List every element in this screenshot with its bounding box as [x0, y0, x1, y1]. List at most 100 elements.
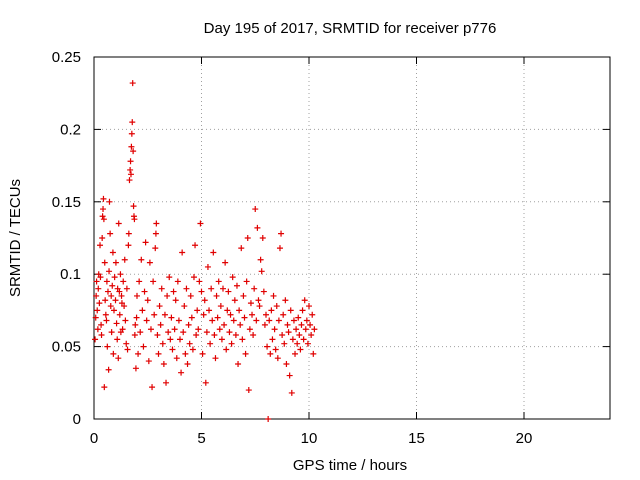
data-point — [98, 332, 105, 339]
data-point — [149, 384, 156, 391]
data-point — [142, 239, 149, 246]
data-point — [212, 355, 219, 362]
data-point — [165, 329, 172, 336]
data-point — [106, 268, 113, 275]
data-point — [216, 326, 223, 333]
data-point — [93, 292, 100, 299]
data-point — [292, 350, 299, 357]
data-point — [303, 317, 310, 324]
x-tick-label: 10 — [301, 430, 318, 447]
data-point — [128, 130, 135, 137]
data-point — [118, 292, 125, 299]
data-point — [210, 249, 217, 256]
data-point — [93, 278, 100, 285]
data-point — [250, 332, 257, 339]
data-point — [309, 311, 316, 318]
data-point — [145, 358, 152, 365]
data-point — [195, 326, 202, 333]
data-point — [175, 317, 182, 324]
data-point — [104, 343, 111, 350]
data-point — [158, 285, 165, 292]
data-point — [97, 242, 104, 249]
data-point — [296, 332, 303, 339]
data-point — [221, 321, 228, 328]
data-point — [235, 360, 242, 367]
data-point — [279, 332, 286, 339]
data-point — [276, 245, 283, 252]
data-point — [254, 224, 261, 231]
data-point — [224, 307, 231, 314]
plot-frame — [93, 56, 611, 420]
data-point — [170, 288, 177, 295]
data-point — [269, 336, 276, 343]
data-point — [188, 314, 195, 321]
data-point — [252, 206, 259, 213]
data-point — [126, 177, 133, 184]
data-point — [169, 346, 176, 353]
data-point — [134, 292, 140, 299]
x-axis-label: GPS time / hours — [293, 457, 407, 474]
data-point — [238, 245, 245, 252]
data-point — [211, 332, 218, 339]
data-point — [178, 369, 185, 376]
data-point — [290, 317, 297, 324]
data-point — [299, 307, 306, 314]
y-tick-label: 0.15 — [52, 194, 81, 211]
data-point — [108, 292, 115, 299]
data-point — [272, 346, 279, 353]
data-point — [249, 311, 256, 318]
data-point — [284, 321, 291, 328]
data-point — [129, 119, 136, 126]
data-point — [240, 292, 247, 299]
data-point — [114, 336, 121, 343]
data-point — [132, 365, 139, 372]
data-point — [227, 311, 234, 318]
data-point — [98, 321, 105, 328]
data-point — [197, 220, 204, 227]
data-point — [96, 300, 103, 307]
data-point — [100, 216, 107, 223]
data-point — [265, 416, 272, 422]
data-point — [218, 336, 225, 343]
data-point — [167, 336, 174, 343]
data-point — [283, 360, 290, 367]
data-point — [164, 292, 171, 299]
data-point — [243, 278, 250, 285]
data-point — [129, 80, 136, 87]
data-point — [92, 314, 99, 321]
data-point — [271, 326, 278, 333]
data-point — [107, 303, 114, 310]
data-point — [186, 340, 193, 347]
data-point — [119, 326, 126, 333]
data-point — [121, 256, 128, 263]
data-point — [187, 292, 194, 299]
data-point — [100, 195, 107, 202]
data-point — [166, 274, 173, 281]
data-point — [236, 307, 243, 314]
y-tick-label: 0.25 — [52, 49, 81, 66]
data-point — [115, 355, 122, 362]
data-point — [194, 307, 201, 314]
data-point — [150, 278, 157, 285]
data-point — [288, 389, 295, 396]
data-point — [233, 282, 240, 289]
data-point — [125, 230, 132, 237]
data-point — [130, 203, 137, 210]
data-point — [102, 311, 109, 318]
data-point — [111, 274, 118, 281]
data-point — [251, 285, 258, 292]
data-point — [154, 332, 161, 339]
data-point — [179, 249, 186, 256]
data-point — [147, 326, 154, 333]
data-point — [122, 317, 129, 324]
data-point — [184, 360, 191, 367]
axis-ticks: 0 0.05 0.1 0.15 0.2 0.25 0 5 10 15 20 — [52, 49, 610, 447]
data-point — [138, 256, 145, 263]
data-point — [133, 314, 140, 321]
data-point — [281, 340, 288, 347]
data-point — [257, 256, 264, 263]
data-point — [135, 350, 142, 357]
data-point — [190, 274, 197, 281]
data-point — [174, 278, 181, 285]
data-point — [127, 171, 134, 178]
